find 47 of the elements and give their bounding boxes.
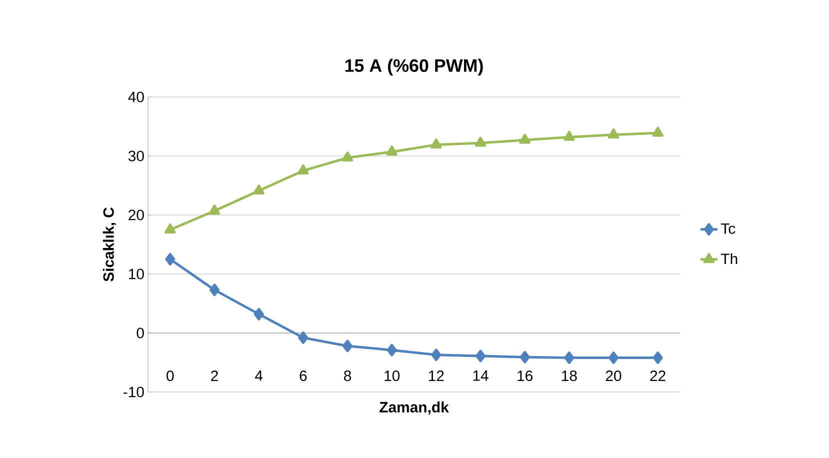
- point: [298, 331, 308, 344]
- x-tick-label: 14: [473, 370, 488, 381]
- point: [210, 284, 220, 296]
- y-tick-label: 0: [136, 328, 144, 338]
- point: [254, 308, 264, 320]
- point: [474, 136, 486, 147]
- x-tick-label: 2: [211, 370, 218, 381]
- legend-label: Tc: [720, 223, 736, 234]
- point: [208, 204, 220, 215]
- x-tick-label: 0: [166, 370, 174, 382]
- x-tick-label: 12: [429, 370, 444, 381]
- point: [520, 350, 530, 364]
- point: [298, 164, 309, 174]
- point: [165, 252, 176, 266]
- point: [608, 128, 620, 138]
- y-tick-label: 30: [128, 150, 144, 162]
- y-tick-label: 40: [128, 92, 144, 102]
- x-tick-label: 18: [562, 370, 577, 382]
- x-tick-label: 10: [384, 370, 400, 382]
- x-tick-label: 4: [255, 370, 263, 381]
- point: [386, 344, 397, 356]
- point: [476, 350, 486, 362]
- chart-title: 15 A (%60 PWM): [345, 58, 483, 76]
- y-axis-title: Sicaklık, C: [102, 208, 116, 282]
- point: [652, 352, 663, 364]
- point: [519, 134, 530, 144]
- x-tick-label: 8: [344, 370, 352, 382]
- x-tick-label: 20: [606, 370, 622, 382]
- x-tick-label: 22: [650, 370, 666, 381]
- y-tick-label: -10: [124, 386, 144, 398]
- point: [253, 184, 264, 195]
- x-tick-label: 6: [300, 370, 307, 382]
- y-tick-label: 10: [129, 268, 144, 280]
- point: [431, 348, 442, 362]
- point: [564, 130, 575, 141]
- x-axis-title: Zaman,dk: [380, 402, 449, 415]
- point: [564, 352, 574, 364]
- point: [342, 340, 353, 352]
- x-tick-label: 16: [518, 370, 532, 382]
- point: [342, 152, 354, 162]
- legend-label: Th: [720, 253, 738, 264]
- point: [430, 138, 442, 149]
- point: [164, 223, 176, 234]
- point: [652, 126, 664, 137]
- point: [608, 352, 619, 364]
- y-tick-label: 20: [128, 210, 144, 220]
- point: [386, 146, 398, 156]
